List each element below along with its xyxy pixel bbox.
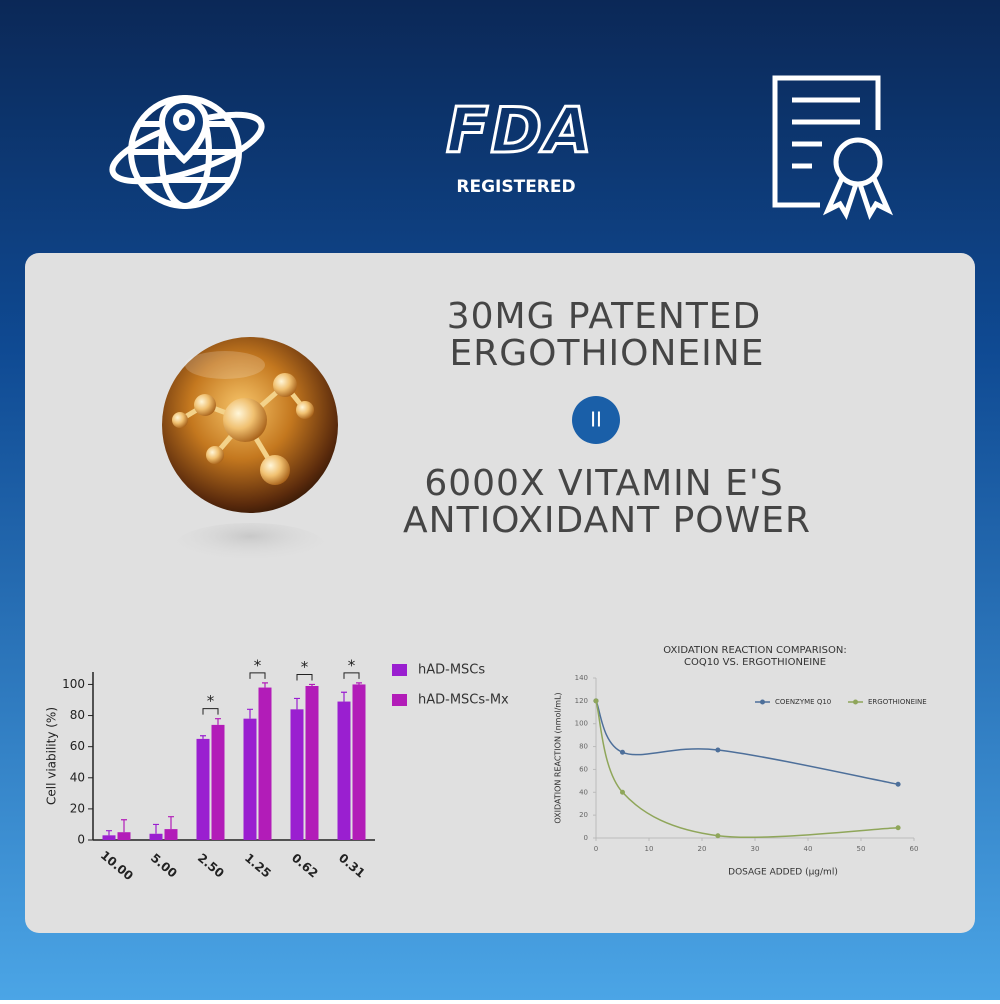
legend-swatch xyxy=(392,694,407,706)
bar xyxy=(352,684,366,840)
bar xyxy=(290,709,304,840)
y-tick-label: 60 xyxy=(579,765,588,773)
headline: 30MG PATENTED xyxy=(447,296,762,337)
fda-logo: FDA REGISTERED xyxy=(445,93,594,197)
error-bar xyxy=(309,683,315,686)
y-tick-label: 80 xyxy=(579,743,588,751)
point xyxy=(620,749,625,755)
bar xyxy=(164,829,178,840)
y-tick-label: 120 xyxy=(575,697,588,705)
significance-bracket xyxy=(249,672,266,679)
error-bar xyxy=(294,697,300,710)
globe-icon xyxy=(109,95,265,209)
error-bar xyxy=(356,682,362,685)
legend-swatch xyxy=(853,699,858,705)
error-bar xyxy=(106,830,112,836)
registered-text: REGISTERED xyxy=(456,177,575,197)
legend-label: COENZYME Q10 xyxy=(775,698,831,706)
y-tick-label: 20 xyxy=(579,811,588,819)
y-tick-label: 100 xyxy=(575,720,588,728)
error-bar xyxy=(153,823,159,834)
line xyxy=(595,700,899,786)
bar xyxy=(337,701,351,840)
significance-star: * xyxy=(207,692,215,710)
error-bar xyxy=(121,819,127,833)
y-tick-label: 140 xyxy=(575,674,588,682)
x-tick-label: 30 xyxy=(751,845,760,853)
legend-label: hAD-MSCs xyxy=(418,663,485,678)
error-bar xyxy=(341,691,347,702)
x-tick-label: 20 xyxy=(698,845,707,853)
equals-badge xyxy=(572,396,620,444)
headline: ERGOTHIONEINE xyxy=(450,333,765,374)
equals-sign: II xyxy=(590,408,602,432)
significance-star: * xyxy=(301,658,309,676)
legend-label: ERGOTHIONEINE xyxy=(868,698,927,706)
line xyxy=(595,700,899,839)
y-axis-label: OXIDATION REACTION (nmol/mL) xyxy=(554,692,563,823)
point xyxy=(620,789,625,795)
point xyxy=(895,825,901,831)
bar xyxy=(243,718,257,840)
y-tick-label: 100 xyxy=(62,677,85,691)
bar xyxy=(211,724,225,840)
x-tick-label: 10 xyxy=(645,845,654,853)
error-bar xyxy=(262,682,268,688)
y-axis-label: Cell viability (%) xyxy=(45,707,59,805)
error-bar xyxy=(215,718,221,725)
comparison: ANTIOXIDANT POWER xyxy=(403,500,811,541)
legend-swatch xyxy=(392,664,407,676)
chart-title: OXIDATION REACTION COMPARISON: xyxy=(663,645,846,656)
significance-bracket xyxy=(296,673,313,681)
x-tick-label: 0 xyxy=(594,845,598,853)
y-tick-label: 0 xyxy=(584,834,588,842)
legend-label: hAD-MSCs-Mx xyxy=(418,693,509,708)
error-bar xyxy=(247,708,253,719)
y-tick-label: 20 xyxy=(70,801,85,815)
point xyxy=(895,781,901,787)
y-tick-label: 40 xyxy=(70,770,85,784)
x-axis-label: DOSAGE ADDED (μg/ml) xyxy=(728,868,838,878)
y-tick-label: 40 xyxy=(579,788,588,796)
x-tick-label: 50 xyxy=(857,845,866,853)
molecule-image xyxy=(162,337,338,567)
x-tick-label: 40 xyxy=(804,845,813,853)
significance-bracket xyxy=(343,672,360,679)
bar xyxy=(149,833,163,840)
x-tick-label: 60 xyxy=(910,845,919,853)
error-bar xyxy=(168,816,174,830)
bar xyxy=(196,738,210,840)
y-tick-label: 80 xyxy=(70,708,85,722)
error-bar xyxy=(200,735,206,739)
y-tick-label: 60 xyxy=(70,739,85,753)
certificate-icon xyxy=(772,75,894,220)
point xyxy=(715,833,721,839)
significance-star: * xyxy=(254,656,262,674)
fda-text: FDA xyxy=(446,94,594,167)
significance-bracket xyxy=(202,708,219,715)
y-tick-label: 0 xyxy=(77,833,85,847)
bar xyxy=(117,832,131,840)
bar xyxy=(305,686,319,840)
chart-title: COQ10 VS. ERGOTHIONEINE xyxy=(684,657,826,668)
point xyxy=(715,747,721,753)
legend-swatch xyxy=(760,699,765,705)
bar xyxy=(258,687,272,840)
significance-star: * xyxy=(348,656,356,674)
bar xyxy=(102,835,116,840)
point xyxy=(593,698,599,704)
comparison: 6000X VITAMIN E'S xyxy=(424,463,783,504)
